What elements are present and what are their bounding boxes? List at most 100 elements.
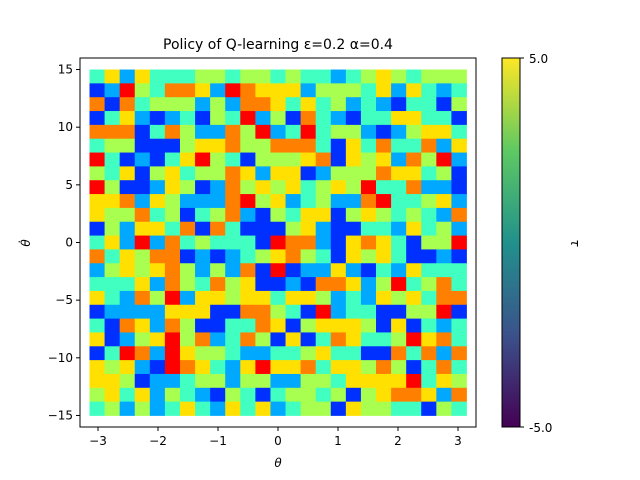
heatmap-cell: [436, 387, 452, 403]
heatmap-cell: [451, 97, 467, 112]
heatmap-cell: [210, 387, 226, 403]
heatmap-cell: [240, 194, 256, 209]
heatmap-cell: [421, 124, 437, 140]
heatmap-cell: [270, 360, 286, 375]
heatmap-cell: [391, 69, 407, 84]
heatmap-cell: [330, 373, 347, 389]
heatmap-cell: [406, 152, 422, 167]
heatmap-cell: [315, 318, 332, 333]
heatmap-cell: [195, 263, 211, 278]
heatmap-cell: [89, 360, 105, 375]
heatmap-cell: [179, 290, 196, 306]
heatmap-cell: [179, 194, 196, 209]
heatmap-cell: [270, 138, 286, 153]
heatmap-cell: [451, 166, 467, 181]
heatmap-cell: [285, 69, 302, 84]
heatmap-cell: [391, 235, 407, 250]
heatmap-cell: [179, 387, 196, 403]
heatmap-cell: [451, 124, 467, 140]
heatmap-cell: [164, 346, 181, 361]
heatmap-cell: [89, 69, 105, 84]
heatmap-cell: [436, 180, 452, 195]
heatmap-cell: [421, 332, 437, 347]
heatmap-cell: [240, 263, 256, 278]
heatmap-cell: [225, 180, 241, 195]
heatmap-cell: [436, 97, 452, 112]
heatmap-cell: [195, 318, 211, 333]
heatmap-cell: [376, 111, 392, 126]
heatmap-cell: [391, 401, 407, 416]
heatmap-cell: [89, 83, 105, 98]
heatmap-cell: [195, 401, 211, 416]
heatmap-cell: [119, 332, 136, 347]
heatmap-cell: [179, 249, 196, 264]
heatmap-cell: [270, 332, 286, 347]
heatmap-cell: [104, 373, 121, 389]
heatmap-cell: [421, 111, 437, 126]
heatmap-cell: [300, 249, 317, 264]
heatmap-cell: [149, 69, 166, 84]
heatmap-cell: [134, 290, 151, 306]
heatmap-cell: [315, 290, 332, 306]
heatmap-cell: [376, 166, 392, 181]
heatmap-cell: [134, 304, 151, 320]
colorbar-tick-label-min: -5.0: [529, 421, 552, 435]
heatmap-cell: [270, 152, 286, 167]
heatmap-cell: [315, 83, 332, 98]
heatmap-cell: [179, 152, 196, 167]
heatmap-cell: [451, 111, 467, 126]
heatmap-cell: [104, 124, 121, 140]
heatmap-cell: [285, 387, 302, 403]
heatmap-cell: [240, 69, 256, 84]
heatmap-cell: [210, 304, 226, 320]
heatmap-cell: [179, 69, 196, 84]
heatmap-cell: [300, 318, 317, 333]
heatmap-cell: [300, 263, 317, 278]
heatmap-cell: [330, 138, 347, 153]
heatmap-cell: [255, 318, 271, 333]
heatmap-cell: [119, 263, 136, 278]
heatmap-cell: [391, 277, 407, 292]
heatmap-cell: [376, 401, 392, 416]
heatmap-cell: [285, 373, 302, 389]
heatmap-cell: [330, 194, 347, 209]
chart-title: Policy of Q-learning ε=0.2 α=0.4: [163, 37, 393, 53]
heatmap-cell: [421, 152, 437, 167]
heatmap-cell: [179, 318, 196, 333]
heatmap-cell: [376, 180, 392, 195]
heatmap-cell: [436, 124, 452, 140]
x-axis-label: θ: [274, 456, 282, 470]
heatmap-cell: [210, 277, 226, 292]
heatmap-cell: [376, 263, 392, 278]
heatmap-cell: [436, 111, 452, 126]
heatmap-cell: [406, 332, 422, 347]
heatmap-cell: [210, 249, 226, 264]
heatmap-cell: [315, 138, 332, 153]
heatmap-cell: [240, 235, 256, 250]
heatmap-cell: [345, 290, 362, 306]
heatmap-cell: [436, 304, 452, 320]
heatmap-cell: [270, 221, 286, 236]
heatmap-cell: [376, 290, 392, 306]
heatmap-cell: [255, 401, 271, 416]
heatmap-cell: [376, 124, 392, 140]
heatmap-cell: [330, 249, 347, 264]
heatmap-cell: [330, 346, 347, 361]
heatmap-cell: [255, 138, 271, 153]
heatmap-cell: [451, 194, 467, 209]
heatmap-cell: [421, 138, 437, 153]
heatmap-cell: [436, 83, 452, 98]
heatmap-cell: [225, 277, 241, 292]
heatmap-cell: [285, 152, 302, 167]
heatmap-cell: [315, 180, 332, 195]
heatmap-cell: [89, 180, 105, 195]
heatmap-cell: [240, 249, 256, 264]
heatmap-cell: [104, 111, 121, 126]
heatmap-cell: [345, 138, 362, 153]
heatmap-cell: [210, 194, 226, 209]
heatmap-cell: [149, 235, 166, 250]
heatmap-cell: [179, 263, 196, 278]
heatmap-cell: [345, 235, 362, 250]
heatmap-cell: [421, 290, 437, 306]
heatmap-cell: [149, 277, 166, 292]
